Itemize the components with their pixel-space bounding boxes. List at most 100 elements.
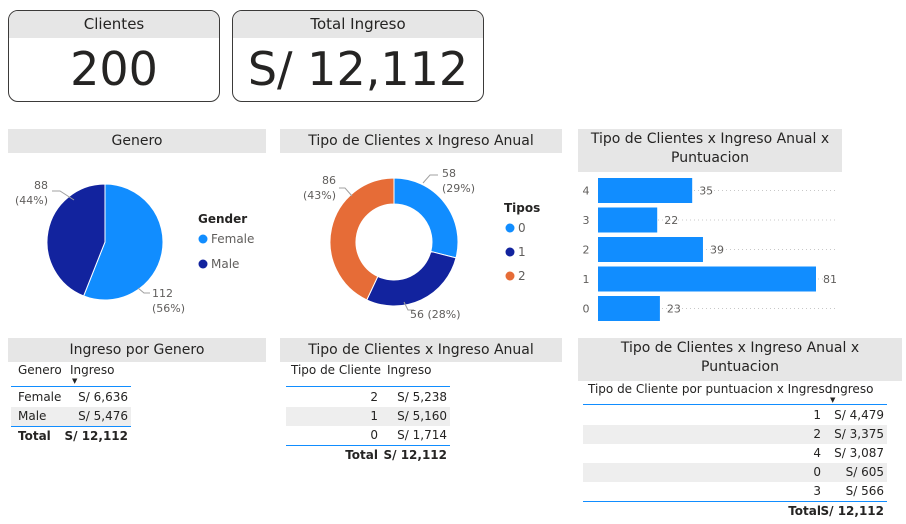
cell-genero: Female [18,390,62,404]
axis-label-1: 1 [583,273,590,286]
table-row[interactable]: Female S/ 6,636 [11,388,131,407]
total-row: Total S/ 12,112 [286,446,450,465]
total-row: Total S/ 12,112 [11,427,131,446]
table-row[interactable]: 2 S/ 3,375 [583,425,887,444]
legend-label-1[interactable]: 1 [518,245,526,259]
table-row[interactable]: 0 S/ 605 [583,463,887,482]
kpi-value-clientes: 200 [70,42,158,96]
table-row[interactable]: 1 S/ 5,160 [286,407,450,426]
table-row[interactable]: 1 S/ 4,479 [583,406,887,425]
cell-ingreso: S/ 6,636 [78,390,128,404]
col-header-tipo[interactable]: Tipo de Cliente [291,363,382,377]
female-count-label: 112 [152,287,173,300]
genero-pie-chart: 88 (44%) 112 (56%) Gender Female Male [15,179,254,315]
tipo-legend-title: Tipos [504,201,540,215]
t2-count-label: 86 [322,174,336,187]
total-value: S/ 12,112 [820,504,884,518]
bar-value-label-4: 35 [699,185,713,198]
cell-genero: Male [18,409,47,423]
sort-desc-icon[interactable]: ▼ [72,377,78,385]
total-value: S/ 12,112 [383,448,447,462]
cell-tipo: 0 [370,428,378,442]
total-row: Total S/ 12,112 [583,502,887,521]
cell-ingreso: S/ 5,476 [78,409,128,423]
bar-0[interactable] [598,296,660,321]
legend-dot-female [198,234,208,244]
t2-leader-line [339,187,353,197]
cell-ingreso: S/ 566 [845,484,884,498]
total-label: Total [18,429,51,443]
total-divider [11,426,131,427]
tipo-donut-chart: 58 (29%) 86 (43%) 56 (28%) Tipos 0 1 2 [303,167,540,321]
legend-label-2[interactable]: 2 [518,269,526,283]
punt-chart-title-line2: Puntuacion [671,150,749,166]
bar-value-label-1: 81 [823,273,837,286]
kpi-card-clientes: Clientes 200 [8,10,220,102]
legend-label-female[interactable]: Female [211,232,254,246]
sort-desc-icon[interactable]: ▼ [830,396,836,404]
cell-ingreso: S/ 3,087 [834,446,884,460]
punt-chart-title-line1: Tipo de Clientes x Ingreso Anual x [590,131,830,147]
table-row[interactable]: 0 S/ 1,714 [286,426,450,445]
table-row[interactable]: 4 S/ 3,087 [583,444,887,463]
cell-ingreso: S/ 5,238 [397,390,447,404]
table-row[interactable]: 2 S/ 5,238 [286,388,450,407]
cell-tipo: 1 [370,409,378,423]
bar-value-label-2: 39 [710,244,724,257]
tabla-genero: Genero Ingreso ▼ Female S/ 6,636 Male S/… [8,362,266,462]
table-row[interactable]: 3 S/ 566 [583,482,887,501]
tipo-chart-title: Tipo de Clientes x Ingreso Anual [280,129,562,153]
tabla-genero-title: Ingreso por Genero [8,338,266,362]
cell-tipo: 3 [813,484,821,498]
genero-legend-title: Gender [198,212,247,226]
donut-slice-2[interactable] [329,177,395,301]
header-divider [11,386,131,387]
axis-label-4: 4 [583,185,590,198]
legend-dot-0 [505,223,515,233]
pie-slice-female[interactable] [82,183,164,301]
t0-pct-label: (29%) [442,182,475,195]
col-header-ingreso[interactable]: Ingreso [829,382,874,396]
legend-dot-1 [505,247,515,257]
tabla-punt-title-line1: Tipo de Clientes x Ingreso Anual x [620,340,860,356]
total-label: Total [788,504,821,518]
tabla-punt-title-line2: Puntuacion [701,359,779,375]
cell-tipo: 1 [813,408,821,422]
female-pct-label: (56%) [152,302,185,315]
cell-ingreso: S/ 4,479 [834,408,884,422]
bar-4[interactable] [598,178,693,203]
table-row[interactable]: Male S/ 5,476 [11,407,131,426]
bar-1[interactable] [598,266,816,292]
female-leader-line [137,287,150,294]
col-header-ingreso[interactable]: Ingreso [387,363,432,377]
axis-label-2: 2 [583,244,590,257]
kpi-value-ingreso: S/ 12,112 [247,42,469,96]
tabla-tipo-title: Tipo de Clientes x Ingreso Anual [280,338,562,362]
total-label: Total [345,448,378,462]
cell-ingreso: S/ 3,375 [834,427,884,441]
bar-3[interactable] [598,207,658,233]
axis-label-3: 3 [583,214,590,227]
t0-count-label: 58 [442,167,456,180]
cell-tipo: 0 [813,465,821,479]
genero-chart-title: Genero [8,129,266,153]
legend-dot-male [198,259,208,269]
total-divider [583,501,887,502]
axis-label-0: 0 [583,303,590,316]
legend-label-male[interactable]: Male [211,257,239,271]
male-pct-label: (44%) [15,194,48,207]
tabla-punt: Tipo de Cliente por puntuacion x Ingreso… [578,381,902,524]
legend-label-0[interactable]: 0 [518,221,526,235]
tabla-tipo: Tipo de Cliente Ingreso 2 S/ 5,238 1 S/ … [280,362,562,472]
bar-2[interactable] [598,237,703,262]
header-divider [286,386,450,387]
total-value: S/ 12,112 [64,429,128,443]
male-leader-line [52,190,75,201]
col-header-ingreso[interactable]: Ingreso [70,363,115,377]
col-header-tipo-punt[interactable]: Tipo de Cliente por puntuacion x Ingreso [588,382,833,396]
donut-slice-1[interactable] [366,250,457,307]
col-header-genero[interactable]: Genero [18,363,62,377]
pie-slice-male[interactable] [46,183,106,297]
bar-value-label-3: 22 [664,214,678,227]
punt-bar-chart: 4 353 222 391 810 23 [583,178,838,321]
